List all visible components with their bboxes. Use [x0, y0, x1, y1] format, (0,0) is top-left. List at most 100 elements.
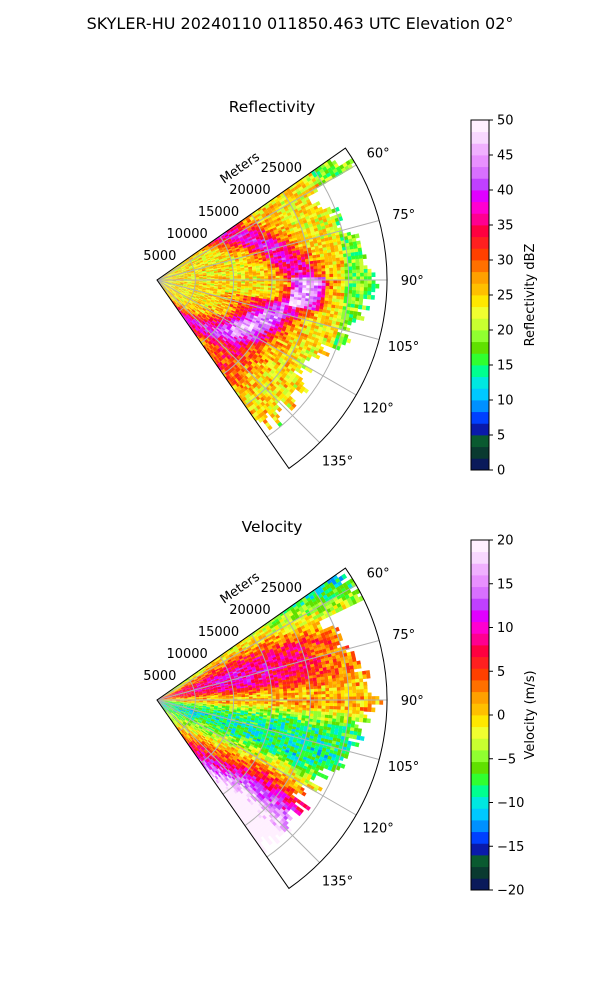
radar-cell [313, 271, 318, 276]
radar-cell [278, 290, 284, 294]
radar-cell [164, 280, 169, 282]
radar-cell [340, 292, 345, 298]
radar-cell [167, 272, 171, 275]
radar-cell [244, 229, 249, 234]
radar-cell [194, 271, 199, 274]
radar-cell [259, 235, 264, 239]
radar-cell [220, 250, 225, 254]
radar-cell [310, 282, 315, 287]
radar-cell [204, 245, 209, 249]
radar-cell [319, 253, 325, 258]
radar-cell [328, 292, 333, 296]
radar-cell [282, 288, 288, 292]
radar-cell [189, 257, 194, 261]
radar-cell [249, 224, 255, 229]
radar-cell [257, 240, 262, 244]
radar-cell [344, 263, 349, 268]
radar-cell [175, 276, 180, 278]
radar-cell [328, 264, 333, 269]
radar-cell [171, 273, 176, 275]
radar-cell [183, 282, 188, 284]
radar-cell [306, 287, 311, 292]
radar-cell [227, 239, 232, 243]
radar-cell [202, 248, 206, 252]
radar-cell [202, 271, 207, 273]
radar-cell [245, 281, 249, 284]
radar-cell [298, 287, 303, 291]
radar-cell [246, 226, 252, 231]
radar-cell [325, 288, 330, 293]
radar-cell [337, 283, 341, 288]
radar-cell [272, 217, 277, 222]
radar-cell [275, 269, 280, 273]
radar-cell [252, 273, 257, 276]
radar-cell [344, 289, 349, 295]
radar-cell [352, 266, 357, 271]
radar-cell [230, 237, 235, 241]
radar-cell [274, 213, 280, 218]
radar-cell [252, 229, 258, 234]
radar-cell [344, 280, 349, 285]
radar-cell [164, 278, 169, 279]
radar-cell [264, 283, 269, 287]
radar-cell [319, 250, 324, 255]
radar-cell [167, 275, 172, 277]
radar-cell [185, 266, 190, 269]
radar-cell [359, 294, 364, 299]
radar-cell [298, 272, 303, 276]
radar-cell [241, 275, 246, 278]
radar-cell [260, 280, 265, 283]
radar-cell [201, 269, 206, 272]
radar-cell [183, 283, 188, 285]
radar-cell [359, 258, 364, 263]
radar-cell [197, 256, 202, 260]
radar-cell [201, 255, 206, 259]
radar-cell [294, 282, 299, 286]
radar-cell [228, 233, 233, 237]
radar-cell [267, 285, 272, 289]
radar-cell [242, 234, 247, 239]
radar-cell [176, 281, 180, 282]
radar-cell [243, 247, 248, 251]
radar-cell [241, 282, 246, 285]
radar-cell [164, 277, 169, 279]
radar-cell [183, 275, 188, 277]
radar-cell [330, 248, 336, 254]
azimuth-tick-label: 90° [401, 274, 424, 289]
radar-cell [164, 280, 169, 282]
radar-cell [287, 284, 292, 288]
radar-cell [363, 265, 368, 270]
radar-cell [281, 203, 287, 208]
radar-cell [202, 259, 207, 262]
velocity-panel: Velocity60°75°90°105°120°135°50001000015… [143, 518, 538, 899]
radar-cell [233, 253, 238, 257]
radar-cell [193, 266, 198, 269]
radar-cell [230, 256, 235, 260]
radar-cell [343, 259, 348, 265]
radar-cell [179, 282, 184, 283]
radar-cell [195, 262, 200, 265]
radar-cell [309, 288, 314, 292]
radar-cell [184, 265, 189, 268]
radar-cell [182, 270, 187, 273]
radar-cell [245, 283, 249, 286]
radar-cell [215, 260, 220, 264]
radar-cell [313, 285, 318, 289]
radar-cell [235, 238, 240, 242]
radar-cell [320, 259, 325, 264]
colorbar-tick-label: 40 [497, 184, 514, 199]
radar-cell [261, 222, 267, 227]
radar-cell [245, 275, 249, 278]
radar-cell [168, 277, 173, 279]
radar-cell [313, 288, 318, 292]
radar-cell [256, 270, 261, 274]
radar-cell [168, 280, 173, 282]
radar-cell [283, 280, 288, 283]
radar-cell [164, 276, 168, 278]
radar-cell [211, 262, 217, 265]
radar-cell [237, 277, 242, 279]
radar-cell [310, 271, 315, 276]
radar-cell [217, 245, 223, 249]
radar-cell [321, 282, 326, 287]
radar-cell [237, 242, 242, 246]
